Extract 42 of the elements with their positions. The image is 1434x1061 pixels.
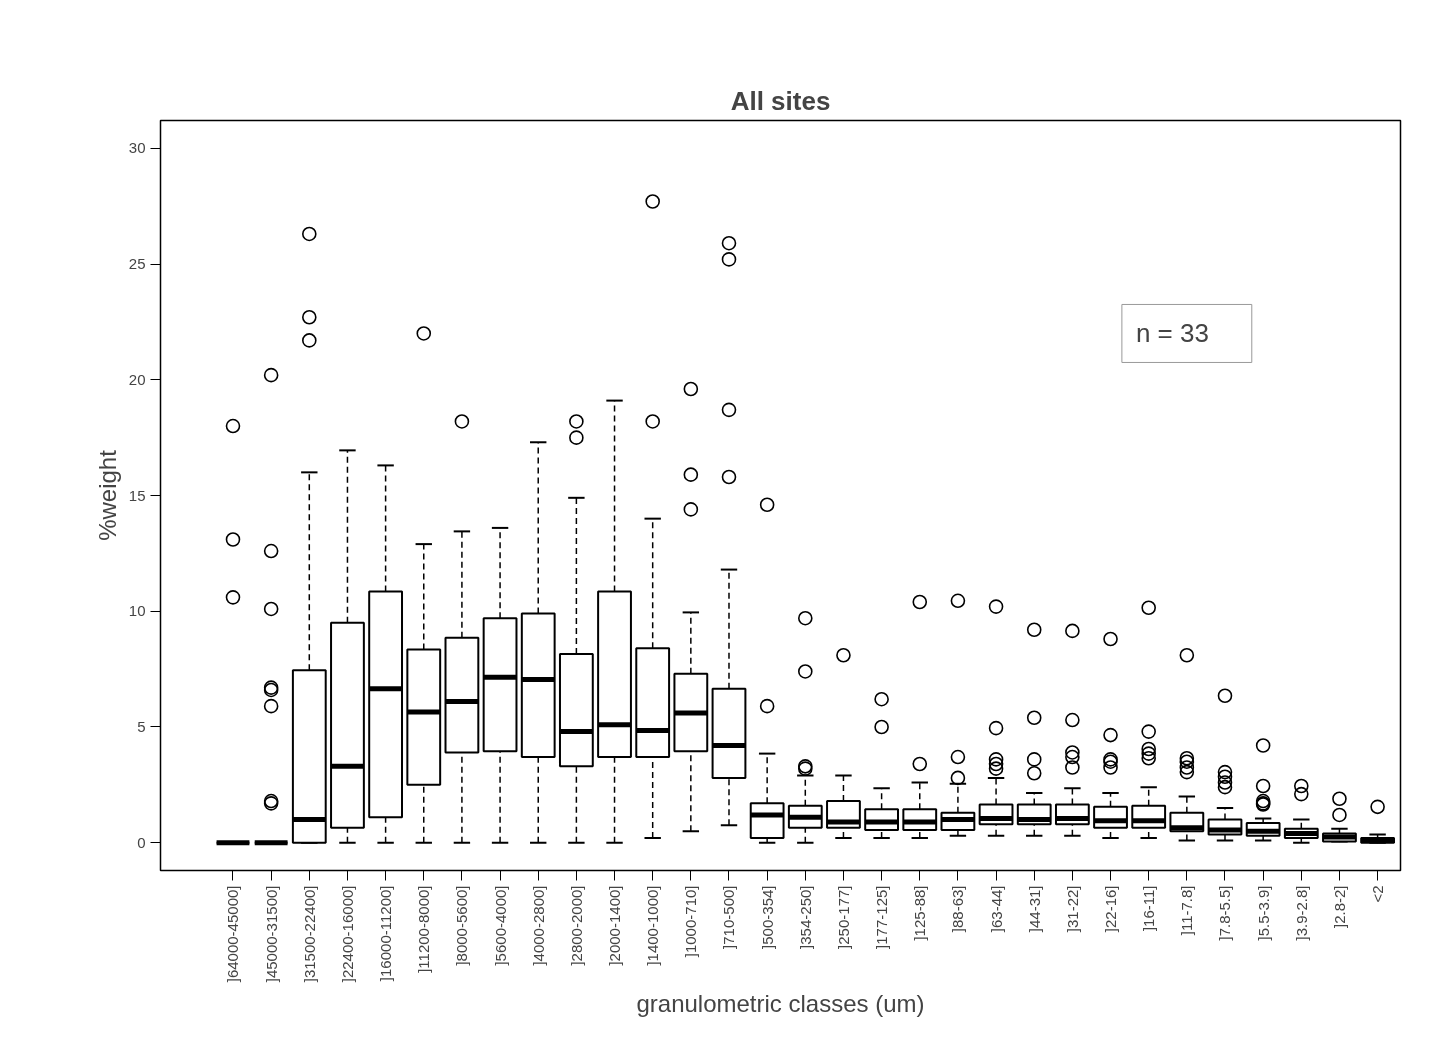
y-tick-label: 20 [128,370,146,388]
x-tick-label: ]3.9-2.8] [1292,885,1310,941]
x-tick-label: ]500-354] [758,885,776,949]
x-tick-label: ]2000-1400] [606,885,624,966]
y-tick-label: 0 [137,833,146,851]
x-tick-label: ]16-11] [1140,885,1158,932]
y-tick-label: 15 [128,486,146,504]
x-tick-label: <2 [1369,885,1387,903]
x-tick-label: ]31500-22400] [300,885,318,983]
x-tick-label: ]16000-11200] [377,885,395,982]
y-axis-title: %weight [93,449,121,541]
x-tick-label: ]64000-45000] [224,885,242,983]
x-tick-label: ]22400-16000] [338,885,356,983]
y-tick-label: 30 [128,139,146,157]
x-tick-label: ]5.5-3.9] [1254,885,1272,941]
x-tick-label: ]2.8-2] [1330,885,1348,929]
x-tick-label: ]710-500] [720,885,738,949]
x-tick-label: ]177-125] [873,885,891,949]
annotation: n = 33 [1135,318,1209,349]
y-tick-label: 25 [128,255,146,273]
x-tick-label: ]1400-1000] [644,885,662,966]
x-tick-label: ]88-63] [949,885,967,933]
x-tick-label: ]250-177] [834,885,852,949]
x-tick-label: ]63-44] [987,885,1005,933]
x-tick-label: ]1000-710] [682,885,700,958]
x-tick-label: ]11-7.8] [1178,885,1196,936]
x-tick-label: ]22-16] [1102,885,1120,933]
x-tick-label: ]2800-2000] [567,885,585,966]
x-tick-label: ]31-22] [1063,885,1081,933]
x-tick-label: ]354-250] [796,885,814,949]
x-tick-label: ]4000-2800] [529,885,547,966]
x-tick-label: ]8000-5600] [453,885,471,966]
x-tick-label: ]45000-31500] [262,885,280,983]
x-tick-label: ]7.8-5.5] [1216,885,1234,941]
chart-title: All sites [730,85,831,116]
y-tick-label: 10 [128,602,146,620]
x-axis-title: granulometric classes (um) [636,990,925,1018]
y-tick-label: 5 [137,717,146,735]
x-tick-label: ]5600-4000] [491,885,509,966]
x-tick-label: ]11200-8000] [415,885,433,973]
x-tick-label: ]44-31] [1025,885,1043,933]
x-tick-label: ]125-88] [911,885,929,941]
